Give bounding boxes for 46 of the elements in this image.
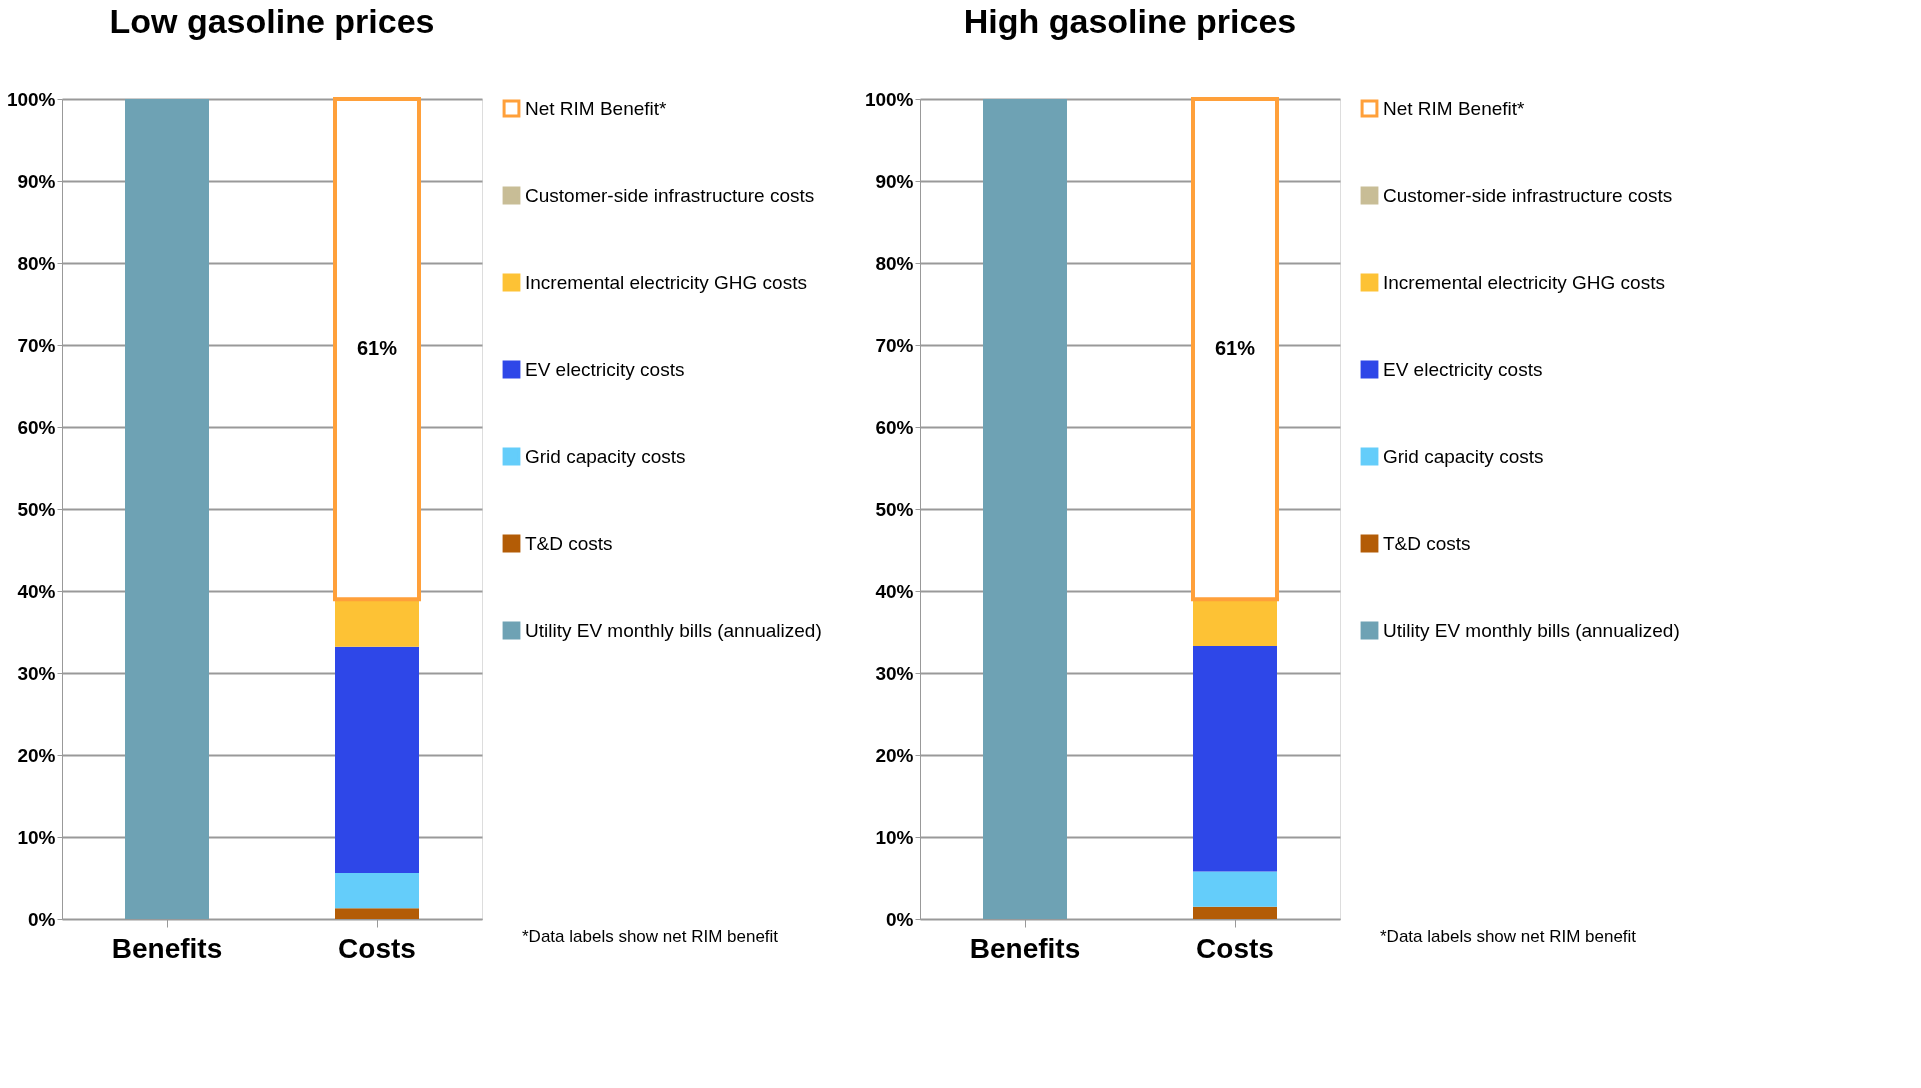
y-tick-label: 90%: [17, 170, 56, 192]
y-tick-label: 60%: [17, 416, 56, 438]
legend-label: Customer-side infrastructure costs: [1383, 184, 1673, 206]
text: *Data labels show net RIM benefit: [1380, 927, 1637, 946]
y-tick-label: 90%: [875, 170, 914, 192]
chart-title: High gasoline prices: [963, 2, 1297, 40]
x-tick-label: Costs: [1196, 932, 1274, 964]
legend-label: Net RIM Benefit*: [525, 97, 668, 119]
legend-label: EV electricity costs: [1383, 358, 1543, 380]
y-tick-label: 100%: [6, 88, 56, 110]
legend-label: Customer-side infrastructure costs: [525, 184, 815, 206]
x-tick-label: Benefits: [111, 932, 223, 964]
y-tick-label: 0%: [886, 908, 914, 930]
legend-label: Utility EV monthly bills (annualized): [1383, 619, 1680, 641]
y-tick-label: 30%: [875, 662, 914, 684]
data-label: 61%: [1214, 337, 1256, 360]
y-tick-label: 60%: [875, 416, 914, 438]
y-tick-label: 10%: [17, 826, 56, 848]
data-label: 61%: [356, 337, 398, 360]
legend-label: Net RIM Benefit*: [1383, 97, 1526, 119]
chart-title: Low gasoline prices: [109, 2, 435, 40]
x-tick-label: Benefits: [969, 932, 1081, 964]
y-tick-label: 20%: [875, 744, 914, 766]
legend-label: T&D costs: [1383, 532, 1471, 554]
y-tick-label: 30%: [17, 662, 56, 684]
y-tick-label: 50%: [17, 498, 56, 520]
legend-label: Grid capacity costs: [1383, 445, 1544, 467]
y-tick-label: 40%: [17, 580, 56, 602]
legend-label: EV electricity costs: [525, 358, 685, 380]
legend-label: Incremental electricity GHG costs: [525, 271, 807, 293]
legend-label: Utility EV monthly bills (annualized): [525, 619, 822, 641]
legend-label: Grid capacity costs: [525, 445, 686, 467]
legend-label: T&D costs: [525, 532, 613, 554]
y-tick-label: 80%: [17, 252, 56, 274]
y-tick-label: 10%: [875, 826, 914, 848]
y-tick-label: 70%: [875, 334, 914, 356]
x-tick-label: Costs: [338, 932, 416, 964]
y-tick-label: 0%: [28, 908, 56, 930]
y-tick-label: 50%: [875, 498, 914, 520]
legend-label: Incremental electricity GHG costs: [1383, 271, 1665, 293]
y-tick-label: 70%: [17, 334, 56, 356]
y-tick-label: 20%: [17, 744, 56, 766]
y-tick-label: 100%: [864, 88, 914, 110]
y-tick-label: 40%: [875, 580, 914, 602]
text: *Data labels show net RIM benefit: [522, 927, 779, 946]
y-tick-label: 80%: [875, 252, 914, 274]
